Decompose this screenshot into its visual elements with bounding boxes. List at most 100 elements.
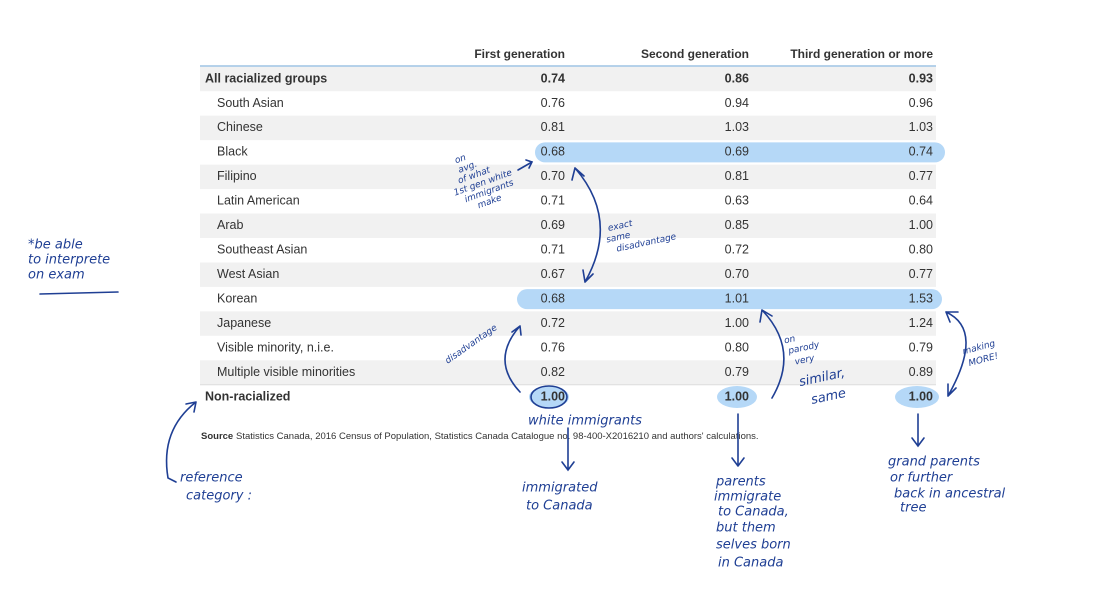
cell-value: 0.76	[541, 340, 565, 354]
note: immigrated	[522, 481, 598, 496]
cell-value: 1.00	[725, 389, 749, 403]
column-header: Second generation	[641, 47, 749, 61]
cell-value: 0.68	[541, 291, 565, 305]
cell-value: 0.96	[909, 96, 933, 110]
cell-value: 0.71	[541, 243, 565, 257]
row-stripe	[200, 66, 936, 92]
cell-value: 0.67	[541, 267, 565, 281]
cell-value: 0.69	[541, 218, 565, 232]
arrow	[561, 427, 575, 472]
source-label: Source	[201, 431, 233, 442]
cell-value: 0.63	[725, 194, 749, 208]
row-stripe	[200, 262, 936, 287]
arrow	[911, 413, 925, 448]
arrow	[571, 167, 602, 283]
column-header: Third generation or more	[790, 47, 933, 61]
note: or further	[890, 471, 954, 486]
row-stripe	[200, 311, 936, 336]
row-label: Latin American	[217, 194, 300, 208]
cell-value: 1.00	[909, 218, 933, 232]
note: parents	[715, 475, 766, 490]
note: to interprete	[28, 253, 110, 268]
cell-value: 0.79	[725, 365, 749, 379]
arrow	[945, 311, 967, 397]
note: on exam	[28, 268, 85, 283]
note: same	[810, 386, 848, 408]
cell-value: 1.01	[725, 291, 749, 305]
cell-value: 1.24	[909, 316, 933, 330]
column-header: First generation	[474, 47, 565, 61]
note: on	[783, 334, 796, 346]
highlight	[535, 142, 945, 163]
underline	[39, 291, 119, 295]
cell-value: 1.00	[541, 389, 565, 403]
highlight	[517, 289, 942, 310]
cell-value: 0.72	[541, 316, 565, 330]
note: to Canada,	[718, 505, 789, 520]
cell-value: 1.00	[725, 316, 749, 330]
cell-value: 0.64	[909, 194, 933, 208]
cell-value: 0.72	[725, 243, 749, 257]
cell-value: 0.80	[909, 243, 933, 257]
arrow	[504, 325, 522, 393]
cell-value: 0.74	[541, 71, 565, 85]
highlight	[895, 385, 939, 408]
cell-value: 1.03	[909, 120, 933, 134]
note: but them	[716, 521, 776, 536]
cell-value: 0.77	[909, 169, 933, 183]
highlight	[529, 385, 569, 408]
cell-value: 0.70	[725, 267, 749, 281]
cell-value: 1.00	[909, 389, 933, 403]
note: immigrate	[714, 490, 781, 505]
cell-value: 0.86	[725, 71, 749, 85]
row-label: Japanese	[217, 316, 271, 330]
note: category :	[186, 489, 252, 504]
note: white immigrants	[528, 414, 642, 429]
row-label: Southeast Asian	[217, 243, 307, 257]
cell-value: 0.81	[725, 169, 749, 183]
cell-value: 0.74	[909, 145, 933, 159]
highlight	[717, 385, 757, 408]
cell-value: 1.53	[909, 291, 933, 305]
cell-value: 0.81	[541, 120, 565, 134]
row-label: All racialized groups	[205, 71, 327, 85]
note: back in ancestral	[894, 487, 1006, 502]
cell-value: 0.79	[909, 340, 933, 354]
row-stripe	[200, 360, 936, 385]
arrow	[759, 309, 785, 399]
cell-value: 1.03	[725, 120, 749, 134]
note: in Canada	[718, 556, 783, 571]
arrow	[165, 401, 197, 483]
source-text: Statistics Canada, 2016 Census of Popula…	[236, 431, 759, 442]
cell-value: 0.69	[725, 145, 749, 159]
row-label: Chinese	[217, 120, 263, 134]
note: selves born	[716, 538, 791, 553]
note: grand parents	[888, 455, 980, 470]
cell-value: 0.77	[909, 267, 933, 281]
row-label: Black	[217, 145, 248, 159]
row-label: Non-racialized	[205, 389, 290, 403]
row-label: South Asian	[217, 96, 284, 110]
cell-value: 0.76	[541, 96, 565, 110]
row-label: Arab	[217, 218, 243, 232]
cell-value: 0.93	[909, 71, 933, 85]
note: very	[794, 353, 816, 367]
cell-value: 0.89	[909, 365, 933, 379]
cell-value: 0.71	[541, 194, 565, 208]
cell-value: 0.82	[541, 365, 565, 379]
cell-value: 0.70	[541, 169, 565, 183]
row-stripe	[200, 164, 936, 190]
note: on	[454, 153, 468, 166]
cell-value: 0.68	[541, 145, 565, 159]
row-label: West Asian	[217, 267, 279, 281]
arrow	[517, 159, 534, 171]
note: *be able	[28, 238, 83, 253]
annotations: *be able to interprete on exam on avg. o…	[28, 153, 1006, 571]
table: First generation Second generation Third g…	[200, 47, 945, 408]
note: reference	[180, 471, 243, 486]
cell-value: 0.80	[725, 340, 749, 354]
row-stripe	[200, 115, 936, 141]
row-label: Korean	[217, 291, 257, 305]
note: to Canada	[526, 499, 593, 514]
